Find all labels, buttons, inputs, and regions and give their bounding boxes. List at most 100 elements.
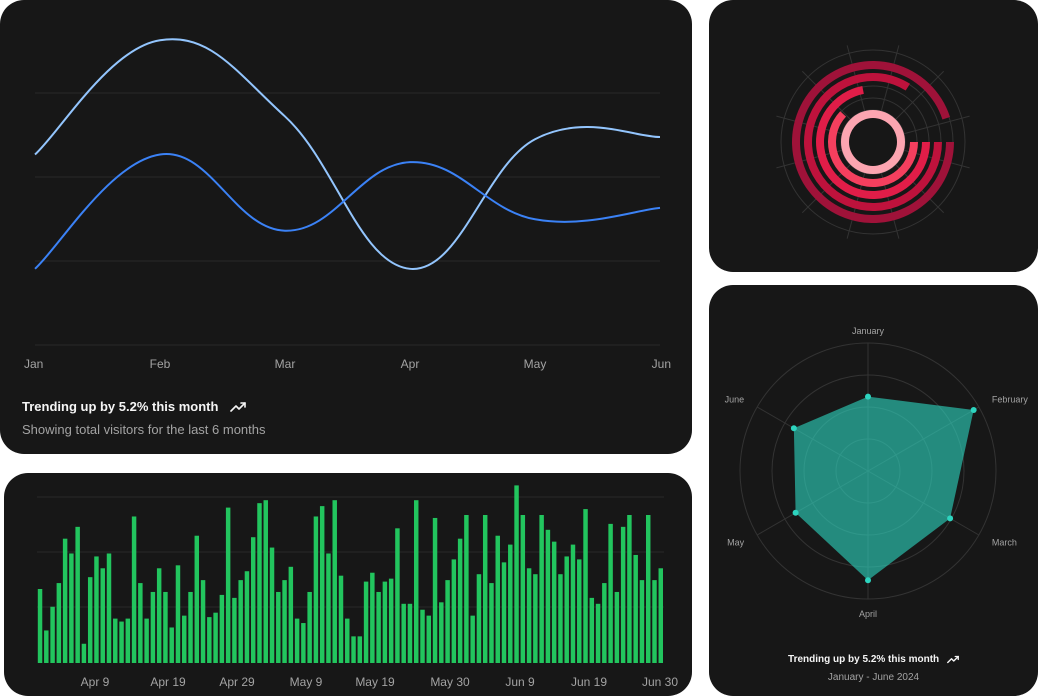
radar-point (865, 577, 871, 584)
bar-x-tick-label: Jun 9 (505, 675, 535, 689)
line-chart-card: Jan Feb Mar Apr May Jun Trending up by 5.2% t… (0, 0, 692, 454)
bar (106, 553, 112, 663)
radar-point (947, 515, 954, 522)
bar-x-tick-label: Apr 19 (150, 675, 186, 689)
bar (545, 529, 551, 663)
bar (244, 571, 250, 663)
bar (357, 636, 363, 663)
bar (56, 583, 62, 663)
bar (182, 615, 187, 663)
line-card-trend-text: Trending up by 5.2% this month (22, 399, 219, 414)
line-x-tick-label: Apr (401, 357, 420, 371)
radar-chart-card: January February March April May June Trendin… (709, 285, 1038, 696)
line-series-2 (34, 153, 661, 270)
radar-axis-label: February (992, 395, 1029, 405)
bar (282, 580, 287, 663)
bar (44, 630, 49, 663)
radar-card-footer-subtitle: January - June 2024 (827, 672, 920, 683)
radar-axis-label: January (852, 326, 885, 336)
bar (75, 526, 80, 663)
radar-point (970, 407, 977, 413)
bar (633, 554, 638, 663)
bar (219, 594, 225, 663)
bar (614, 591, 620, 663)
bar (345, 618, 350, 663)
line-x-tick-label: May (524, 357, 547, 371)
bar (470, 615, 475, 663)
bar (288, 566, 294, 663)
line-x-tick-label: Feb (150, 357, 171, 371)
bar (508, 544, 513, 663)
bar (451, 559, 457, 663)
radar-point (792, 509, 799, 516)
bar (225, 507, 231, 663)
line-x-tick-label: Jun (652, 357, 671, 371)
bar (432, 517, 438, 663)
bar (238, 580, 243, 663)
bar (577, 559, 582, 663)
bar (188, 591, 193, 663)
bar (526, 568, 532, 663)
bar (69, 553, 74, 663)
bar (376, 591, 381, 663)
bar (382, 581, 388, 663)
bar-chart-card: Apr 9 Apr 19 Apr 29 May 9 May 19 May 30 Jun 9 J… (4, 473, 692, 696)
bar (407, 603, 413, 663)
bar (645, 515, 651, 663)
radar-axis-label: May (727, 538, 745, 548)
trending-up-icon (230, 402, 246, 412)
bar (495, 535, 500, 663)
bar (501, 562, 507, 663)
bar (150, 591, 156, 663)
bar (570, 544, 576, 663)
bar-x-tick-label: May 30 (430, 675, 470, 689)
bar (138, 583, 143, 663)
bar-chart: Apr 9 Apr 19 Apr 29 May 9 May 19 May 30 Jun 9 J… (37, 485, 678, 689)
bar (326, 553, 331, 663)
bar (520, 515, 526, 663)
bar (338, 575, 344, 663)
radial-grid-ring (780, 49, 966, 235)
bar (301, 623, 306, 663)
bar (445, 580, 450, 663)
bar (332, 500, 337, 663)
bar (50, 606, 55, 663)
bar (87, 577, 93, 663)
bar (113, 618, 118, 663)
bar (213, 612, 218, 663)
bar (602, 583, 607, 663)
radial-bar (828, 111, 918, 187)
bar (276, 591, 281, 663)
line-chart: Jan Feb Mar Apr May Jun (24, 38, 671, 371)
bar (175, 565, 181, 663)
radial-grid-spoke (895, 70, 945, 120)
bar-x-tick-label: Jun 30 (642, 675, 678, 689)
bar (439, 602, 444, 663)
bar (250, 537, 256, 663)
bar (81, 643, 87, 663)
radar-card-footer-title: Trending up by 5.2% this month (709, 654, 1038, 665)
radial-chart-card (709, 0, 1038, 272)
bar (131, 516, 137, 663)
bar (489, 583, 494, 663)
bar (257, 503, 262, 663)
radial-grid-spoke (903, 115, 970, 135)
bar (194, 535, 200, 663)
bar (558, 574, 563, 663)
bar (313, 516, 319, 663)
bar (401, 603, 406, 663)
line-card-footer-subtitle: Showing total visitors for the last 6 mo… (22, 422, 266, 437)
bar (395, 528, 400, 663)
bar (263, 500, 268, 663)
bar-x-tick-label: Apr 29 (219, 675, 255, 689)
bar-x-tick-label: Apr 9 (81, 675, 110, 689)
bar (351, 636, 356, 663)
bar (658, 568, 663, 663)
radial-bar (841, 110, 905, 174)
bar (482, 515, 488, 663)
bar (156, 568, 162, 663)
bar (514, 485, 519, 663)
bar (119, 621, 124, 663)
bar (100, 568, 105, 663)
bar-x-tick-label: Jun 19 (571, 675, 607, 689)
